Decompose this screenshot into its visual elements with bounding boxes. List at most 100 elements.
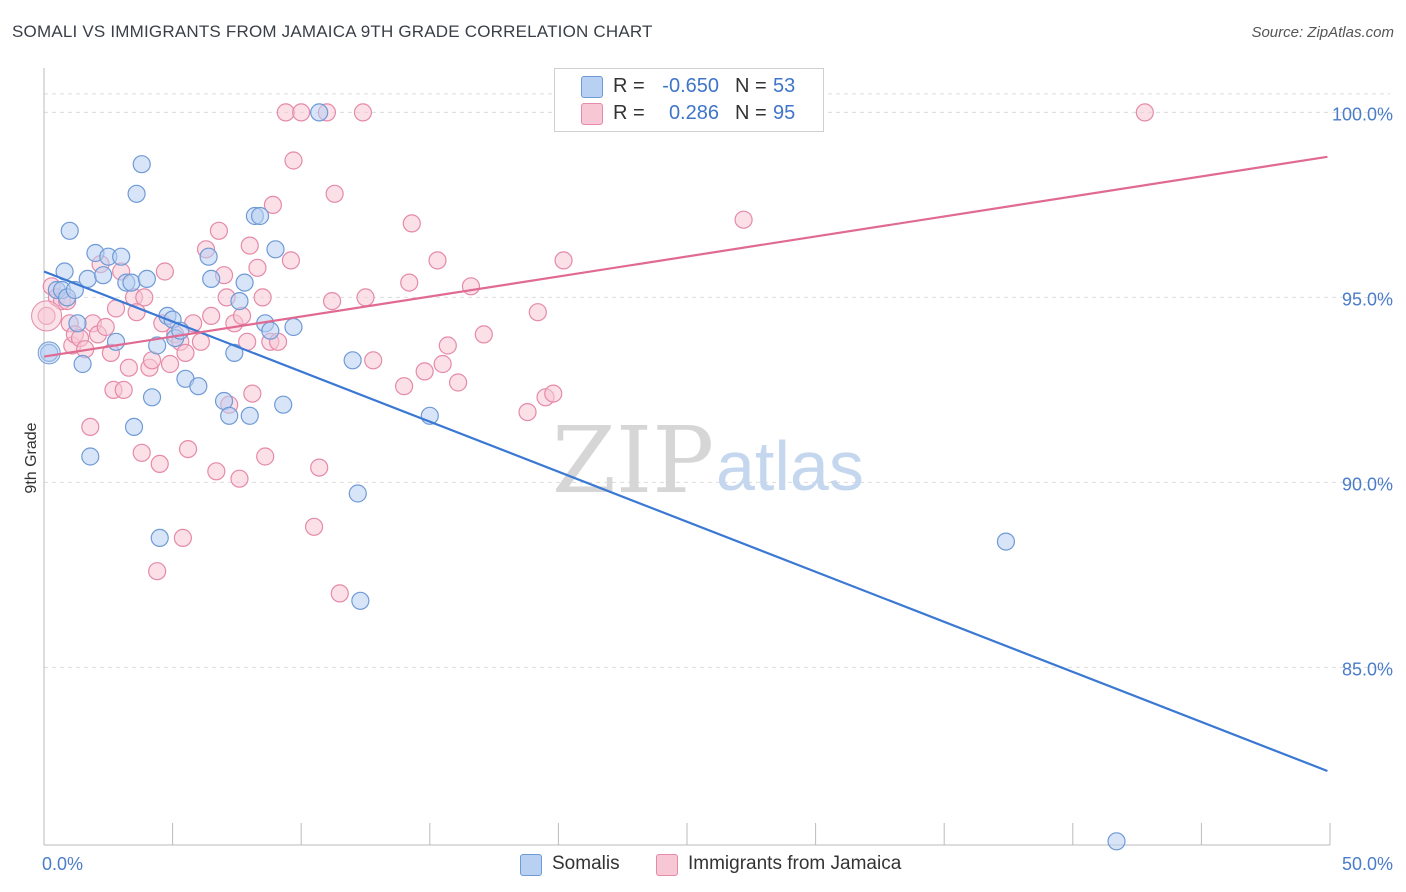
y-tick-label: 100.0% [1332,104,1393,124]
somali-point [132,155,151,174]
jamaica-point [173,528,192,548]
jamaica-point [135,288,154,307]
jamaica-point [209,221,228,240]
jamaica-point [428,251,447,270]
somali-point [78,269,97,288]
jamaica-point [528,303,547,322]
somali-point [996,532,1016,551]
chart-title: SOMALI VS IMMIGRANTS FROM JAMAICA 9TH GR… [12,22,653,41]
jamaica-point [448,373,468,392]
watermark-atlas: atlas [716,427,864,505]
somali-point [106,332,126,351]
jamaica-point [734,210,753,229]
somali-point [81,447,100,466]
jamaica-point [276,103,295,122]
somali-point [348,484,367,503]
jamaica-point [256,447,275,466]
jamaica-point [1135,103,1154,122]
somali-point [148,336,167,355]
somalis-swatch [520,854,542,876]
y-tick-label: 90.0% [1342,474,1393,494]
jamaica-point [292,103,311,122]
jamaica-point-cluster [31,300,63,332]
watermark: ZIP atlas [552,407,864,514]
somali-point [240,406,259,425]
jamaica-point [127,303,146,322]
n-value: 53 [773,75,796,97]
jamaica-point [253,288,272,307]
somalis-swatch [581,76,603,98]
jamaica-point [230,469,249,488]
somali-point [310,103,329,122]
stats-box: R = -0.650 N = 53 R = 0.286 N = 95 [554,68,824,132]
somali-point [284,317,303,337]
jamaica-point [364,351,383,370]
jamaica-point [394,377,414,396]
jamaica-point [160,354,180,374]
jamaica-point [474,325,493,344]
jamaica-trend-line [43,155,1328,358]
r-value: -0.650 [662,75,719,97]
jamaica-point [132,443,151,462]
jamaica-point [544,384,563,403]
somali-point [220,406,239,425]
x-tick-label: 50.0% [1342,854,1393,874]
jamaica-point [304,517,324,536]
somali-point [1107,832,1126,851]
jamaica-point [240,236,259,255]
jamaica-point [400,273,419,292]
somali-point [266,240,285,259]
grid-layer [44,93,1390,668]
y-axis-label: 9th Grade [23,422,40,493]
somali-point [94,266,113,285]
somali-point [112,247,131,266]
jamaica-swatch [656,854,678,876]
somali-point [261,321,280,340]
jamaica-point [178,440,198,459]
jamaica-point [322,292,342,311]
somali-point [202,269,221,288]
legend-label: Immigrants from Jamaica [688,853,902,874]
r-label: R = [613,102,645,124]
legend-label: Somalis [552,853,620,874]
jamaica-point [114,380,133,399]
somali-point [351,591,370,610]
jamaica-point [96,317,115,337]
source-note: Source: ZipAtlas.com [1251,24,1394,41]
somali-point [73,354,92,374]
jamaica-point [554,251,573,270]
jamaica-point [353,103,373,122]
jamaica-point [150,454,169,473]
jamaica-point [433,354,452,374]
jamaica-point [207,462,226,481]
legend: Somalis Immigrants from Jamaica [0,852,1406,878]
jamaica-point [310,458,329,477]
somali-trend-line [43,270,1328,773]
r-label: R = [613,75,645,97]
jamaica-point [232,306,252,325]
jamaica-point [148,562,167,581]
trend-layer [43,155,1328,773]
jamaica-point [325,184,344,203]
n-label: N = [735,75,767,97]
jamaica-point [438,336,457,355]
somali-point [124,417,144,436]
somali-point [137,269,156,288]
y-tick-label: 85.0% [1342,659,1393,679]
r-value: 0.286 [668,102,719,124]
somali-point [150,528,169,548]
jamaica-point [155,262,174,281]
jamaica-point [263,195,283,214]
jamaica-point [202,306,221,325]
jamaica-point [81,417,100,436]
somali-point [343,351,362,370]
somali-point [60,221,79,240]
jamaica-point [415,362,434,381]
somali-point [199,247,218,266]
somali-point [122,273,141,292]
label-layer: 85.0% 90.0% 95.0% 100.0% 0.0% 50.0% 9th Grade [23,104,1393,874]
jamaica-point [356,288,375,307]
stats-row-somalis: R = -0.650 N = 53 [555,73,823,101]
somali-point [274,395,293,414]
jamaica-point [281,251,301,270]
